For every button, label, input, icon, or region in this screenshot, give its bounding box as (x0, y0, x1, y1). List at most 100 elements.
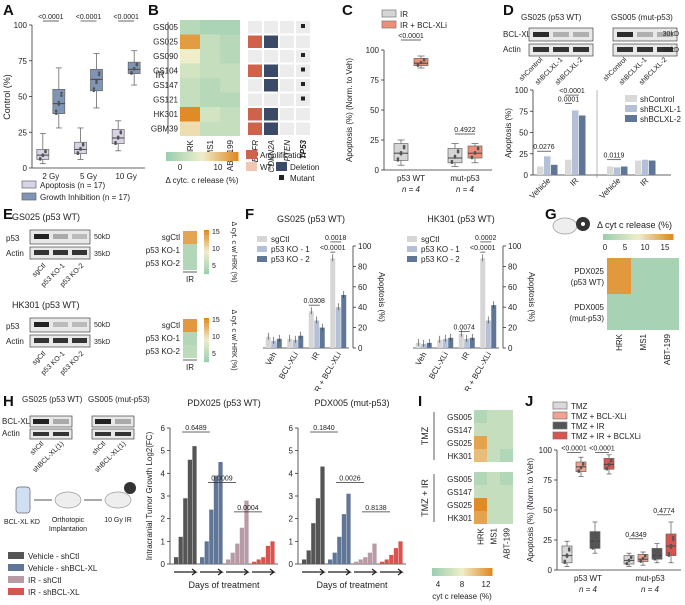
j-ylabel: Apoptosis (%) (Norm. to Veh) (526, 458, 535, 562)
g-colorbar-seg (642, 234, 646, 240)
panel-i-heatmap: TMZ GS005 GS147 GS025 HK301 TMZ + IR GS005 GS14… (420, 410, 513, 601)
i-heat-cell (500, 410, 513, 423)
d-yaxis-tick-label: 0 (524, 171, 529, 180)
f-yaxis-tick-label: 100 (358, 242, 372, 251)
f-bar (491, 305, 497, 348)
b-heat-cell (200, 78, 220, 93)
f-bar (330, 258, 336, 348)
g-heat-cell (655, 258, 679, 294)
f-yaxis-tick-label: 80 (508, 262, 517, 271)
i-colorbar-seg (468, 568, 471, 576)
i-colorbar-seg (476, 568, 479, 576)
g-colorbar-tick: 15 (661, 243, 670, 252)
b-legend-swatch-amp (246, 150, 257, 159)
b-heat-cell (220, 34, 240, 49)
b-genomic-cell (248, 108, 262, 121)
b-heat-cell (180, 121, 200, 136)
e-colorbar-seg (204, 346, 209, 349)
h-band-actin (115, 432, 131, 436)
h-bar (230, 552, 235, 564)
a-yaxis-tick-label: 100 (14, 21, 28, 30)
d-band-bclxl (573, 32, 589, 37)
g-colorbar-seg (635, 234, 639, 240)
d-band-actin (617, 47, 633, 52)
g-col-label: ABT-199 (663, 333, 672, 365)
b-genomic-col-label: TP53 (299, 139, 308, 159)
b-colorbar-seg (218, 152, 222, 161)
b-colorbar-seg (235, 152, 239, 161)
e-heat-cell (183, 257, 197, 270)
f-bar (341, 294, 347, 348)
j-box-point (579, 465, 583, 469)
j-box-point (639, 559, 643, 563)
h-bar (302, 559, 307, 564)
h-pvalue-label: 0.1840 (313, 425, 335, 432)
b-heat-cell (220, 107, 240, 122)
b-genomic-cell (280, 35, 294, 48)
f-yaxis-tick-label: 20 (508, 324, 517, 333)
b-genomic-cell (296, 108, 310, 121)
e-band-p53 (53, 322, 68, 327)
h-lane-label: shCtl (91, 440, 108, 457)
e-kd-marker: 50kD (94, 234, 110, 241)
i-colorbar-seg (458, 568, 461, 576)
f-bar (448, 337, 454, 348)
i-group-label: TMZ (420, 426, 430, 445)
j-pvalue-label: 0.4349 (625, 532, 647, 539)
h-bar (358, 559, 363, 564)
i-heat-cell (474, 436, 487, 449)
h-bar (204, 541, 209, 564)
e-band-p53 (53, 234, 68, 239)
d-bar (572, 110, 579, 175)
d-band-actin (573, 47, 589, 52)
b-colorbar-label: Δ cytc. c release (%) (166, 176, 239, 185)
d-kd-marker: 30kD (663, 31, 679, 38)
e-heat-row-label: p53 KO-1 (146, 246, 181, 255)
i-colorbar-seg (484, 568, 487, 576)
b-genomic-cell (280, 93, 294, 106)
b-colorbar-seg (223, 152, 227, 161)
h-time-arrow (354, 568, 378, 576)
d-bar (551, 164, 558, 175)
g-colorbar-tick: 10 (641, 243, 650, 252)
h-xlabel: Days of treatment (316, 580, 388, 590)
e-colorbar-seg (204, 333, 209, 336)
i-colorbar-seg (472, 568, 475, 576)
h-legend-label: IR - shBCL-XL (28, 588, 80, 597)
i-colorbar-seg (452, 568, 455, 576)
h-mouse-irradiated-icon (104, 491, 132, 509)
d-bar (614, 167, 621, 175)
h-xlabel: Days of treatment (188, 580, 260, 590)
a-legend-apoptosis: Apoptosis (n = 17) (40, 181, 105, 190)
j-box-point (591, 545, 595, 548)
j-legend-swatch (552, 411, 568, 420)
h-bar (218, 462, 223, 564)
j-box-point (625, 561, 629, 565)
b-heat-cell (200, 34, 220, 49)
g-colorbar-seg (640, 234, 644, 240)
f-yaxis-tick-label: 20 (358, 324, 367, 333)
panel-label-e: E (3, 206, 14, 223)
h-legend-label: Vehicle - shCtl (28, 552, 79, 561)
f-legend-label: p53 KO - 2 (421, 255, 460, 264)
j-box-point (643, 554, 647, 557)
j-pvalue-label: <0.0001 (589, 445, 615, 452)
a-x-tick-label: 10 Gy (115, 172, 136, 181)
j-yaxis-tick-label: 75 (543, 476, 552, 485)
c-box-ir-point (399, 151, 403, 154)
g-colorbar-seg (619, 234, 623, 240)
d-blot-title: GS005 (mut-p53) (611, 13, 673, 22)
f-legend-label: sgCtl (271, 235, 289, 244)
a-box-growth-inhibition-point (95, 79, 98, 82)
h-workflow-step: Implantation (49, 526, 87, 533)
e-colorbar-seg (204, 357, 209, 360)
h-bar (252, 561, 257, 564)
j-pvalue-label: 0.4774 (653, 508, 675, 515)
e-band-actin (53, 250, 68, 255)
panel-h-figure: GS025 (p53 WT) GS005 (mut-p53) BCL-XL Actin… (2, 395, 406, 597)
b-colorbar-seg (175, 152, 179, 161)
j-box-point (567, 547, 571, 550)
b-mutant-mark (301, 24, 305, 28)
b-colorbar-seg (190, 152, 193, 161)
b-mutant-mark (301, 96, 305, 101)
